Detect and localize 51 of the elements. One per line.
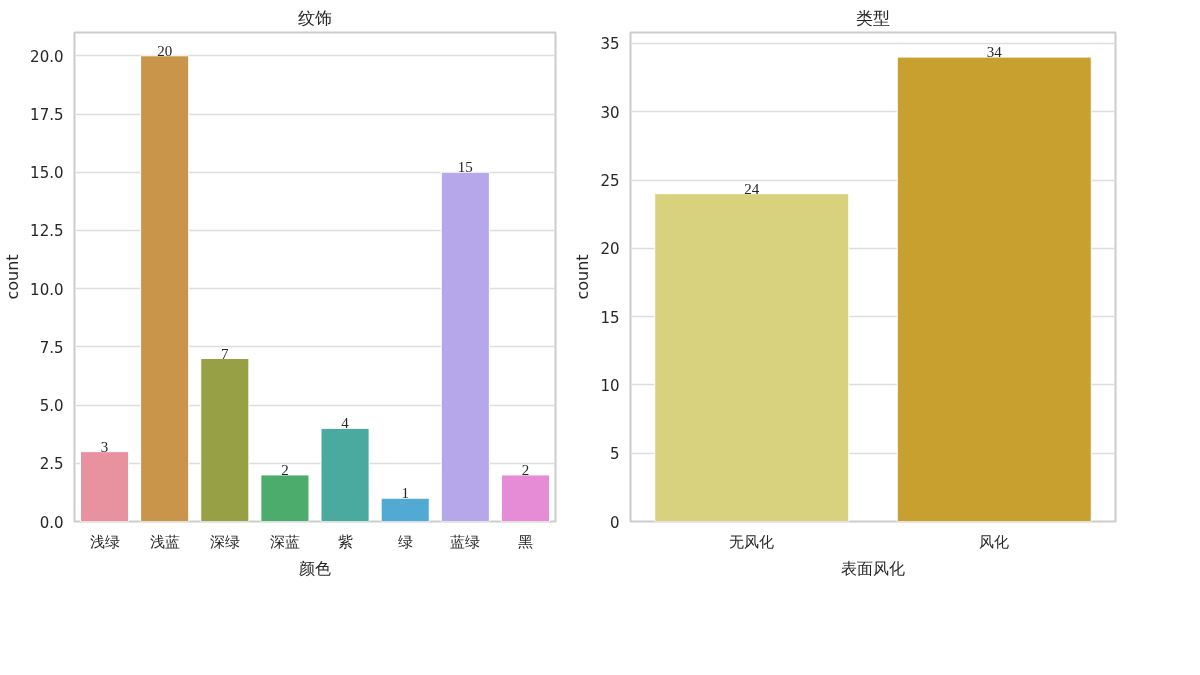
- y-axis-title: count: [573, 254, 593, 300]
- data-label: 20: [157, 42, 173, 59]
- bar: [320, 427, 370, 522]
- data-label: 34: [986, 44, 1003, 61]
- y-tick-label: 15: [600, 308, 620, 327]
- data-label: 1: [401, 485, 409, 502]
- data-label: 7: [221, 345, 230, 362]
- bar: [500, 474, 550, 522]
- data-label: 2: [521, 461, 530, 478]
- y-tick-label: 20.0: [30, 47, 64, 66]
- data-label: 24: [744, 180, 760, 197]
- bar: [260, 474, 310, 522]
- data-label: 4: [341, 415, 350, 432]
- x-axis-title: 表面风化: [841, 558, 905, 578]
- y-tick-label: 35: [600, 35, 620, 54]
- data-label: 2: [281, 461, 289, 478]
- chart-title: 类型: [856, 7, 890, 28]
- bar: [200, 358, 250, 522]
- y-tick-label: 7.5: [39, 338, 64, 357]
- y-tick-label: 30: [600, 103, 620, 122]
- y-tick-label: 20: [600, 240, 620, 259]
- x-tick-label: 深绿: [209, 532, 240, 551]
- y-tick-label: 12.5: [30, 222, 64, 241]
- data-label: 15: [457, 159, 473, 176]
- bar: [140, 55, 190, 522]
- bar: [380, 497, 430, 522]
- data-label: 3: [100, 438, 109, 455]
- bar: [440, 171, 490, 522]
- x-tick-label: 浅绿: [89, 532, 120, 551]
- x-tick-label: 绿: [397, 532, 413, 551]
- y-axis-title: count: [3, 254, 23, 300]
- y-tick-label: 0.0: [39, 513, 64, 532]
- x-tick-label: 黑: [517, 532, 533, 551]
- x-tick-label: 无风化: [729, 532, 775, 551]
- y-tick-label: 10.0: [30, 280, 64, 299]
- x-tick-label: 深蓝: [269, 532, 300, 551]
- x-tick-label: 蓝绿: [450, 532, 481, 551]
- y-tick-label: 0: [609, 513, 620, 532]
- x-tick-label: 浅蓝: [149, 532, 180, 551]
- y-tick-label: 10: [600, 376, 620, 395]
- x-tick-label: 紫: [337, 532, 353, 551]
- y-tick-label: 5: [609, 445, 620, 464]
- y-tick-label: 5.0: [39, 397, 64, 416]
- y-tick-label: 2.5: [39, 455, 64, 474]
- bar: [80, 451, 130, 522]
- x-tick-label: 风化: [979, 532, 1010, 551]
- y-tick-label: 25: [600, 172, 620, 191]
- y-tick-label: 17.5: [30, 106, 64, 124]
- x-axis-title: 颜色: [299, 558, 331, 578]
- chart-title: 纹饰: [298, 7, 332, 28]
- y-tick-label: 15.0: [30, 164, 64, 183]
